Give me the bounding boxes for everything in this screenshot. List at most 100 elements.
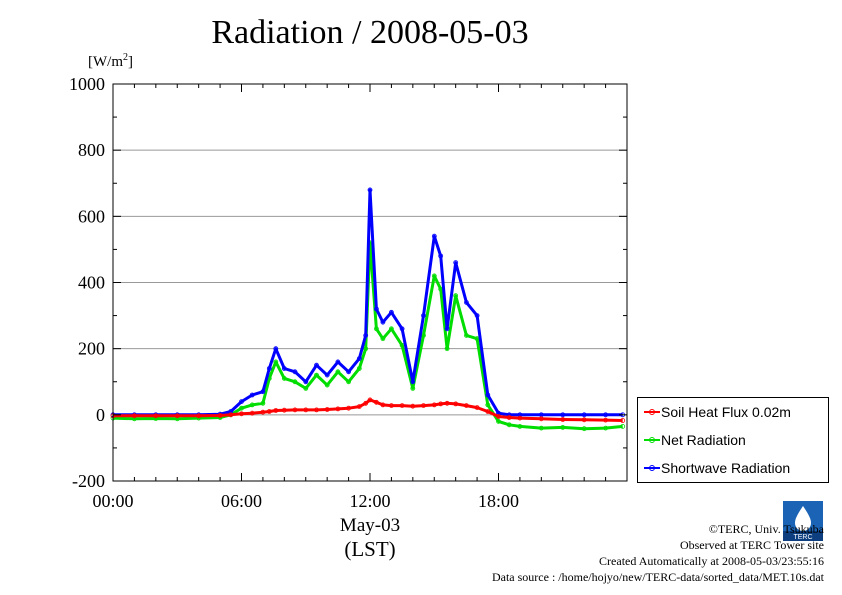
legend-label-net: Net Radiation: [661, 432, 746, 448]
data-point-soil-heat-flux-0-02m: [410, 403, 416, 409]
data-point-soil-heat-flux-0-02m: [517, 415, 523, 421]
data-point-shortwave-radiation: [453, 260, 459, 266]
data-point-soil-heat-flux-0-02m: [453, 401, 459, 407]
data-point-soil-heat-flux-0-02m: [273, 408, 279, 413]
chart-title: Radiation / 2008-05-03: [211, 14, 529, 51]
data-point-soil-heat-flux-0-02m: [463, 403, 469, 409]
data-point-net-radiation: [485, 402, 491, 408]
data-point-shortwave-radiation: [474, 313, 480, 319]
data-point-soil-heat-flux-0-02m: [373, 399, 379, 405]
credit-line-source: Data source : /home/hojyo/new/TERC-data/…: [491, 570, 824, 584]
data-point-shortwave-radiation: [421, 313, 426, 319]
data-point-soil-heat-flux-0-02m: [399, 403, 405, 409]
y-unit-superscript: 2: [123, 52, 128, 63]
legend: Soil Heat Flux 0.02m Net Radiation Short…: [637, 397, 829, 483]
data-point-shortwave-radiation: [273, 346, 279, 352]
data-point-shortwave-radiation: [431, 233, 437, 239]
x-tz-label: (LST): [344, 537, 396, 561]
data-point-soil-heat-flux-0-02m: [314, 407, 319, 413]
y-tick-label: 1000: [69, 74, 105, 94]
data-point-net-radiation: [273, 359, 279, 365]
data-point-shortwave-radiation: [281, 366, 287, 371]
credits-block: ©TERC, Univ. Tsukuba Observed at TERC To…: [492, 521, 824, 585]
data-point-shortwave-radiation: [314, 362, 319, 368]
data-point-shortwave-radiation: [260, 389, 266, 395]
data-point-net-radiation: [581, 426, 587, 432]
data-point-net-radiation: [239, 405, 244, 411]
data-point-soil-heat-flux-0-02m: [538, 416, 544, 422]
data-point-soil-heat-flux-0-02m: [603, 417, 608, 423]
data-point-soil-heat-flux-0-02m: [260, 409, 266, 415]
data-point-soil-heat-flux-0-02m: [421, 403, 426, 409]
x-tick-label: 00:00: [92, 491, 133, 511]
data-point-net-radiation: [324, 382, 330, 388]
data-point-soil-heat-flux-0-02m: [380, 402, 386, 408]
data-point-net-radiation: [314, 372, 319, 378]
data-point-net-radiation: [506, 422, 512, 428]
y-unit-close: ]: [128, 54, 133, 70]
data-point-soil-heat-flux-0-02m: [438, 401, 444, 407]
y-unit-text: [W/m: [88, 54, 123, 70]
data-point-soil-heat-flux-0-02m: [444, 400, 450, 406]
data-point-shortwave-radiation: [399, 326, 405, 332]
y-tick-label: -200: [72, 471, 105, 491]
legend-item-shortwave: Shortwave Radiation: [638, 458, 828, 478]
data-point-soil-heat-flux-0-02m: [131, 413, 137, 419]
data-point-soil-heat-flux-0-02m: [249, 410, 255, 416]
data-point-soil-heat-flux-0-02m: [239, 411, 244, 417]
data-point-shortwave-radiation: [292, 369, 298, 375]
data-point-soil-heat-flux-0-02m: [581, 417, 587, 423]
data-point-soil-heat-flux-0-02m: [356, 404, 362, 410]
data-point-net-radiation: [388, 326, 394, 332]
data-point-shortwave-radiation: [438, 253, 444, 259]
data-point-shortwave-radiation: [239, 399, 244, 405]
data-point-soil-heat-flux-0-02m: [485, 409, 491, 414]
data-point-soil-heat-flux-0-02m: [474, 405, 480, 411]
y-unit-label: [W/m2]: [88, 52, 133, 71]
data-point-soil-heat-flux-0-02m: [281, 407, 287, 413]
data-point-soil-heat-flux-0-02m: [266, 409, 272, 414]
axes-layer: -200 0 200 400 600 800 1000 00:00 06:00 12:00 18:0…: [69, 74, 627, 511]
data-point-net-radiation: [603, 425, 608, 431]
data-point-shortwave-radiation: [485, 392, 491, 398]
logo-text: TERC: [793, 534, 812, 541]
data-point-soil-heat-flux-0-02m: [496, 414, 501, 419]
data-point-net-radiation: [496, 418, 501, 424]
credit-line-created: Created Automatically at 2008-05-03/23:5…: [599, 554, 824, 568]
legend-item-soil-heat-flux: Soil Heat Flux 0.02m: [638, 402, 828, 422]
x-tick-label: 06:00: [221, 491, 262, 511]
data-point-soil-heat-flux-0-02m: [620, 418, 626, 423]
data-point-net-radiation: [335, 369, 341, 375]
data-point-soil-heat-flux-0-02m: [506, 415, 512, 420]
data-point-shortwave-radiation: [335, 359, 341, 365]
data-point-shortwave-radiation: [380, 319, 386, 325]
data-point-net-radiation: [517, 423, 523, 429]
x-tick-label: 18:00: [478, 491, 519, 511]
data-point-soil-heat-flux-0-02m: [363, 400, 369, 406]
series-line-net-radiation: [112, 241, 623, 431]
x-tick-label: 12:00: [349, 491, 390, 511]
data-point-net-radiation: [356, 366, 362, 371]
data-point-soil-heat-flux-0-02m: [335, 406, 341, 412]
data-point-net-radiation: [463, 332, 469, 338]
data-point-soil-heat-flux-0-02m: [560, 417, 566, 422]
data-point-soil-heat-flux-0-02m: [174, 413, 180, 419]
data-point-net-radiation: [560, 424, 566, 430]
data-point-net-radiation: [538, 425, 544, 431]
data-point-shortwave-radiation: [249, 392, 255, 398]
data-point-shortwave-radiation: [560, 412, 566, 418]
data-point-soil-heat-flux-0-02m: [196, 413, 202, 419]
terc-logo-icon: TERC: [783, 501, 823, 541]
data-point-net-radiation: [453, 293, 459, 299]
data-point-net-radiation: [410, 385, 416, 391]
legend-swatch-soil: [644, 409, 660, 415]
data-point-soil-heat-flux-0-02m: [228, 412, 234, 418]
credit-line-copyright: ©TERC, Univ. Tsukuba: [708, 522, 824, 536]
credit-line-site: Observed at TERC Tower site: [679, 538, 824, 552]
data-point-net-radiation: [249, 402, 255, 408]
data-point-shortwave-radiation: [410, 379, 416, 385]
legend-label-soil: Soil Heat Flux 0.02m: [661, 404, 791, 420]
data-point-shortwave-radiation: [346, 369, 352, 375]
legend-label-shortwave: Shortwave Radiation: [661, 460, 791, 476]
